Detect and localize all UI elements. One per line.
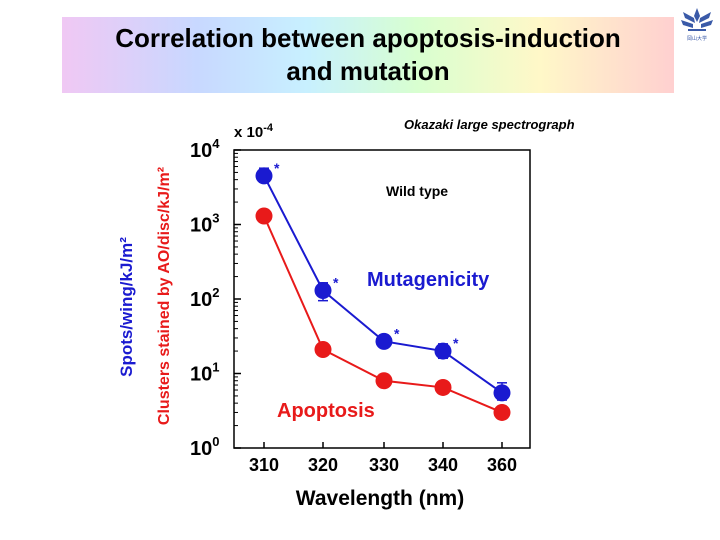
slide-title: Correlation between apoptosis-induction …: [62, 22, 674, 88]
x-tick-label: 330: [369, 455, 399, 475]
logo-text: 岡山大学: [687, 35, 707, 42]
annotation-wild-type: Wild type: [386, 183, 448, 199]
university-logo: 岡山大学: [681, 8, 713, 42]
data-point-mutagenicity: [314, 282, 332, 300]
data-point-apoptosis: [375, 372, 393, 390]
x-tick-label: 340: [428, 455, 458, 475]
x-axis-label: Wavelength (nm): [296, 487, 464, 510]
significance-marker: *: [394, 325, 400, 341]
significance-marker: *: [333, 275, 339, 291]
data-point-mutagenicity: [255, 167, 273, 185]
series-label-mutagenicity: Mutagenicity: [367, 269, 490, 291]
data-point-mutagenicity: [375, 332, 393, 350]
data-point-mutagenicity: [434, 342, 452, 360]
data-point-apoptosis: [493, 403, 511, 421]
title-banner: [62, 17, 674, 93]
data-point-apoptosis: [314, 340, 332, 358]
y-multiplier-base: x 10: [234, 124, 263, 141]
series-layer: * * * *: [255, 160, 511, 421]
y-tick-label: 101: [190, 360, 219, 386]
chart-subtitle: Okazaki large spectrograph: [404, 117, 575, 132]
x-tick-label: 320: [308, 455, 338, 475]
data-point-apoptosis: [255, 207, 273, 225]
y-tick-label: 102: [190, 285, 219, 311]
x-tick-label: 360: [487, 455, 517, 475]
significance-marker: *: [274, 160, 280, 176]
significance-marker: *: [453, 335, 459, 351]
y-tick-label: 103: [190, 211, 219, 237]
y-tick-label: 100: [190, 434, 219, 460]
y-tick-label: 104: [190, 136, 220, 162]
data-point-apoptosis: [434, 378, 452, 396]
y-multiplier: x 10-4: [234, 122, 274, 141]
data-point-mutagenicity: [493, 384, 511, 402]
title-line-1: Correlation between apoptosis-induction: [115, 23, 621, 53]
series-label-apoptosis: Apoptosis: [277, 400, 375, 422]
y-axis-label-right: Clusters stained by AO/disc/kJ/m²: [156, 167, 173, 425]
y-axis-ticks: 100 101 102 103 104: [190, 136, 241, 460]
title-line-2: and mutation: [286, 56, 450, 86]
y-axis-label-left: Spots/wing/kJ/m²: [117, 237, 136, 377]
x-tick-label: 310: [249, 455, 279, 475]
y-multiplier-exp: -4: [263, 122, 274, 134]
x-axis-ticks: 310 320 330 340 360: [249, 442, 517, 475]
